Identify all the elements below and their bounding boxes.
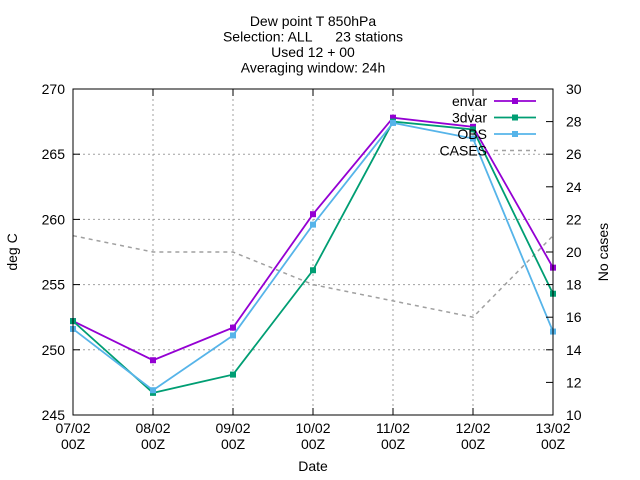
x-tick-label-time: 00Z xyxy=(461,436,486,452)
x-tick-label-time: 00Z xyxy=(141,436,166,452)
x-tick-label-date: 10/02 xyxy=(295,420,330,436)
y-tick-label: 265 xyxy=(42,146,66,162)
data-point-envar xyxy=(310,211,316,218)
data-point-3dvar xyxy=(310,267,316,274)
data-point-envar xyxy=(150,357,156,364)
y-tick-label: 250 xyxy=(42,342,66,358)
data-point-3dvar xyxy=(230,371,236,378)
title-line: Selection: ALL 23 stations xyxy=(223,29,403,45)
data-point-obs xyxy=(470,135,476,142)
title-line: Dew point T 850hPa xyxy=(250,13,377,29)
legend-marker-3dvar xyxy=(512,114,518,121)
x-tick-label-date: 12/02 xyxy=(455,420,490,436)
y-axis-label: deg C xyxy=(4,233,20,270)
x-tick-label-date: 08/02 xyxy=(135,420,170,436)
title-line: Averaging window: 24h xyxy=(241,60,386,76)
data-point-3dvar xyxy=(470,126,476,133)
data-point-obs xyxy=(310,221,316,228)
x-tick-label-date: 11/02 xyxy=(376,420,410,436)
y2-tick-label: 12 xyxy=(566,374,582,390)
legend-marker-envar xyxy=(512,98,518,104)
x-tick-label-date: 13/02 xyxy=(535,420,570,436)
y2-tick-label: 24 xyxy=(566,179,582,195)
legend-label-envar: envar xyxy=(452,93,487,109)
x-axis-label: Date xyxy=(298,458,328,474)
data-point-obs xyxy=(150,387,156,394)
y2-tick-label: 26 xyxy=(566,146,582,162)
legend-label-3dvar: 3dvar xyxy=(452,110,487,126)
y2-axis-label: No cases xyxy=(595,223,611,281)
x-tick-label-date: 07/02 xyxy=(55,420,90,436)
x-tick-label-time: 00Z xyxy=(541,436,566,452)
y2-tick-label: 10 xyxy=(566,407,582,423)
x-tick-label-time: 00Z xyxy=(61,436,86,452)
y2-tick-label: 30 xyxy=(566,81,582,97)
legend-label-cases: CASES xyxy=(440,143,487,159)
data-point-envar xyxy=(230,324,236,331)
y2-tick-label: 20 xyxy=(566,244,582,260)
y-tick-label: 255 xyxy=(42,277,66,293)
y-tick-label: 260 xyxy=(42,211,66,227)
x-tick-label-time: 00Z xyxy=(221,436,246,452)
legend-marker-obs xyxy=(512,131,518,137)
data-point-envar xyxy=(390,114,396,121)
data-point-obs xyxy=(230,332,236,339)
y2-tick-label: 18 xyxy=(566,277,582,293)
y2-tick-label: 14 xyxy=(566,342,582,358)
x-tick-label-time: 00Z xyxy=(301,436,326,452)
series-line-3dvar xyxy=(72,120,554,394)
y2-tick-label: 22 xyxy=(566,211,582,227)
y-tick-label: 270 xyxy=(42,81,66,97)
y-tick-label: 245 xyxy=(42,407,66,423)
y2-tick-label: 28 xyxy=(566,114,582,130)
axes: 245 250 255 260 265 270 10 12 14 16 18 20 22 24 26 28 30… xyxy=(42,81,582,452)
data-point-obs xyxy=(390,119,396,126)
legend-label-obs: OBS xyxy=(457,126,487,142)
x-tick-label-date: 09/02 xyxy=(215,420,250,436)
x-tick-label-time: 00Z xyxy=(381,436,406,452)
series-line-cases xyxy=(72,234,554,319)
y2-tick-label: 16 xyxy=(566,309,582,325)
title-line: Used 12 + 00 xyxy=(271,44,355,60)
